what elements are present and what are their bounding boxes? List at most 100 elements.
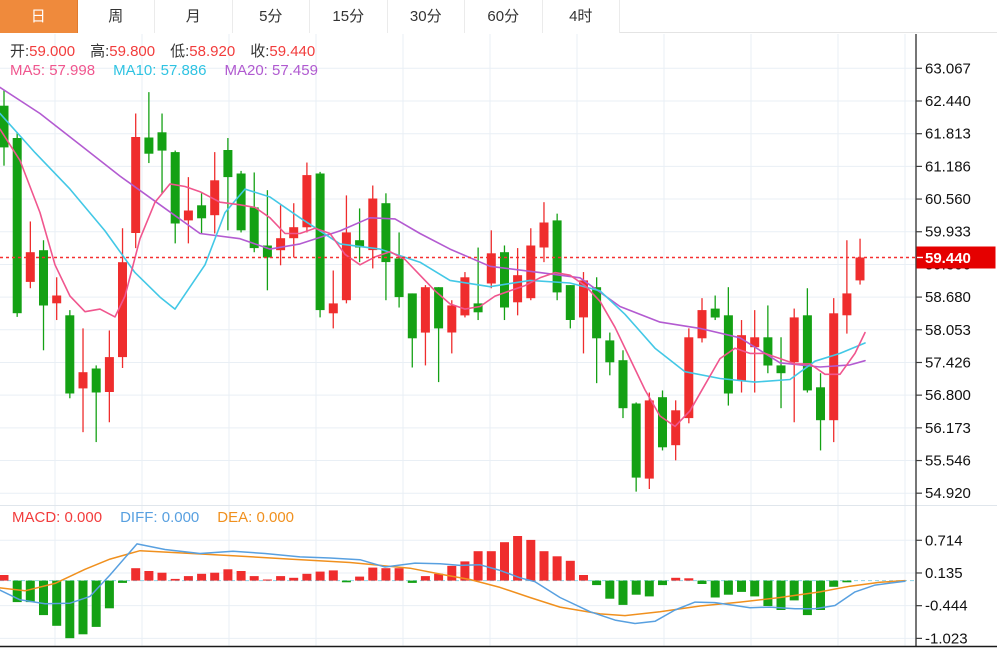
- dea-value: 0.000: [256, 509, 295, 526]
- axis-tick-label: 0.714: [925, 532, 963, 549]
- macd-bar-positive: [197, 573, 207, 581]
- ma10-group: MA10: 57.886: [113, 62, 207, 79]
- macd-bar-positive: [183, 576, 193, 581]
- candle-body-up: [210, 180, 220, 216]
- axis-tick-label: 61.813: [925, 126, 971, 143]
- candle-body-up: [737, 335, 746, 381]
- last-price-badge-label: 59.440: [925, 250, 971, 267]
- ohlc-row: 开:59.000 高:59.800 低:58.920 收:59.440: [10, 40, 315, 61]
- high-value: 59.800: [109, 43, 156, 60]
- macd-bar-positive: [513, 536, 523, 581]
- candle-body-down: [236, 173, 246, 231]
- candle-body-up: [118, 262, 127, 358]
- candle-body-down: [381, 203, 391, 263]
- macd-bar-negative: [118, 580, 127, 583]
- macd-bar-positive: [315, 571, 325, 581]
- macd-bar-negative: [829, 580, 839, 587]
- open-value: 59.000: [29, 43, 76, 60]
- axis-tick-label: 60.560: [925, 191, 971, 208]
- macd-bar-positive: [500, 542, 509, 581]
- macd-bar-negative: [407, 580, 417, 583]
- macd-group: MACD: 0.000: [12, 509, 103, 526]
- macd-bar-negative: [723, 580, 733, 595]
- candle-body-down: [223, 150, 233, 178]
- open-label: 开:: [10, 43, 30, 60]
- tab-15min[interactable]: 15分: [310, 0, 388, 33]
- ma5-line: [0, 128, 866, 428]
- close-label: 收:: [250, 43, 270, 60]
- macd-bar-positive: [131, 568, 141, 581]
- macd-bar-positive: [684, 578, 694, 581]
- macd-bar-negative: [592, 580, 602, 586]
- close-group: 收:59.440: [250, 40, 315, 61]
- tab-week[interactable]: 周: [77, 0, 155, 33]
- candle-body-up: [684, 337, 694, 419]
- macd-bar-negative: [104, 580, 114, 609]
- axis-tick-label: 56.800: [925, 387, 971, 404]
- macd-bar-positive: [302, 573, 312, 581]
- axis-tick-label: 0.135: [925, 565, 963, 582]
- candle-body-up: [539, 222, 549, 248]
- macd-bar-positive: [328, 570, 338, 581]
- candle-body-up: [671, 410, 681, 446]
- macd-header-row: MACD: 0.000 DIFF: 0.000 DEA: 0.000: [12, 509, 294, 526]
- macd-bar-negative: [776, 580, 786, 610]
- macd-bar-positive: [262, 579, 272, 581]
- candle-body-down: [552, 220, 562, 293]
- macd-bar-positive: [579, 575, 588, 581]
- macd-bar-positive: [434, 573, 444, 581]
- ma10-line: [0, 112, 866, 383]
- candle-body-up: [368, 198, 378, 251]
- macd-bar-negative: [763, 580, 773, 606]
- macd-bar-negative: [802, 580, 812, 616]
- axis-tick-label: 54.920: [925, 485, 971, 502]
- candle-body-up: [486, 253, 496, 284]
- macd-bar-positive: [170, 578, 180, 581]
- candle-body-down: [500, 252, 509, 308]
- tab-4hour[interactable]: 4时: [542, 0, 620, 33]
- macd-bar-positive: [144, 571, 154, 581]
- candle-body-down: [65, 315, 75, 394]
- tab-month[interactable]: 月: [155, 0, 233, 33]
- candle-body-up: [579, 280, 588, 318]
- macd-bar-positive: [276, 576, 286, 581]
- macd-bar-positive: [381, 568, 391, 581]
- open-group: 开:59.000: [10, 40, 75, 61]
- candle-body-down: [710, 308, 720, 318]
- candle-body-down: [618, 360, 628, 409]
- tab-60min[interactable]: 60分: [465, 0, 543, 33]
- macd-bar-positive: [223, 569, 233, 581]
- close-value: 59.440: [269, 43, 316, 60]
- macd-bar-negative: [842, 580, 852, 583]
- macd-bar-negative: [341, 580, 351, 583]
- macd-bar-negative: [631, 580, 641, 595]
- tab-5min[interactable]: 5分: [232, 0, 310, 33]
- macd-bar-positive: [289, 577, 299, 581]
- macd-bar-positive: [460, 561, 470, 581]
- diff-group: DIFF: 0.000: [120, 509, 200, 526]
- candle-body-down: [0, 105, 9, 148]
- dea-group: DEA: 0.000: [217, 509, 295, 526]
- tab-30min[interactable]: 30分: [387, 0, 465, 33]
- low-group: 低:58.920: [170, 40, 235, 61]
- ma5-value: 57.998: [49, 62, 96, 79]
- candle-body-up: [697, 310, 707, 339]
- tab-day[interactable]: 日: [0, 0, 78, 33]
- candle-body-down: [355, 240, 365, 248]
- candle-body-down: [39, 250, 48, 306]
- axis-tick-label: 55.546: [925, 453, 971, 470]
- candle-body-down: [605, 340, 615, 363]
- macd-bar-negative: [789, 580, 799, 601]
- candle-body-up: [52, 295, 62, 304]
- candle-body-up: [341, 232, 351, 301]
- diff-value: 0.000: [161, 509, 200, 526]
- macd-bar-positive: [249, 576, 259, 581]
- candle-body-down: [776, 365, 786, 374]
- macd-bar-positive: [355, 576, 365, 581]
- period-tabbar: 日 周 月 5分 15分 30分 60分 4时: [0, 0, 997, 33]
- candle-body-down: [434, 287, 444, 329]
- candle-body-down: [91, 368, 101, 393]
- macd-bar-negative: [737, 580, 746, 592]
- dea-line: [0, 549, 906, 617]
